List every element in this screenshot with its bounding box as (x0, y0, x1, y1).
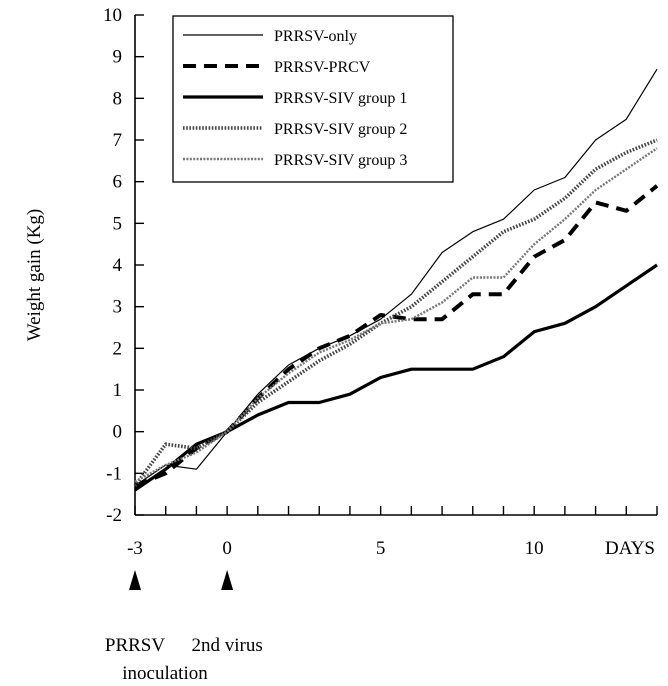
legend-label-1: PRRSV-only (274, 28, 357, 45)
y-tick-label: 10 (103, 5, 122, 26)
series-line-2 (134, 184, 659, 488)
legend: PRRSV-only PRRSV-PRCV PRRSV-SIV group 1 PRR… (172, 15, 454, 183)
y-tick-label: 6 (113, 172, 123, 193)
annotation-sublabel-1: inoculation (122, 663, 208, 684)
y-tick-label: 7 (113, 130, 123, 151)
y-tick-label: -2 (106, 505, 122, 526)
y-tick-label: 8 (113, 88, 123, 109)
annotations: PRRSV inoculation 2nd virus (105, 570, 263, 684)
x-tick-label: -3 (127, 538, 143, 559)
y-tick-label: 3 (113, 297, 123, 318)
y-tick-label: 2 (113, 338, 123, 359)
y-tick-label: 5 (113, 213, 123, 234)
legend-label-5: PRRSV-SIV group 3 (274, 152, 407, 169)
legend-label-4: PRRSV-SIV group 2 (274, 121, 407, 138)
x-tick-label: 0 (222, 538, 232, 559)
x-tick-label: 5 (376, 538, 386, 559)
x-axis-title: DAYS (605, 538, 655, 559)
series-layer (133, 68, 659, 492)
annotation-label-1: PRRSV (105, 635, 165, 656)
y-tick-label: 1 (113, 380, 123, 401)
series-line-1 (134, 68, 658, 487)
series-line-5 (134, 147, 658, 483)
y-axis-title: Weight gain (Kg) (24, 209, 45, 342)
annotation-label-2: 2nd virus (191, 635, 262, 656)
y-tick-label: 0 (113, 422, 123, 443)
y-tick-label: -1 (106, 463, 122, 484)
chart-axes: -2 -1 0 1 2 3 4 5 6 7 8 9 10 -3 0 5 10 DAYS Weight gain (K… (24, 5, 658, 559)
legend-label-2: PRRSV-PRCV (274, 59, 371, 76)
annotation-arrow-2 (221, 570, 234, 590)
legend-label-3: PRRSV-SIV group 1 (274, 90, 407, 107)
annotation-arrow-1 (129, 570, 141, 590)
series-line-4 (133, 138, 658, 487)
y-tick-label: 4 (113, 255, 123, 276)
series-line-3 (134, 263, 658, 492)
x-tick-label: 10 (525, 538, 544, 559)
y-tick-label: 9 (113, 47, 123, 68)
legend-box (172, 15, 454, 183)
